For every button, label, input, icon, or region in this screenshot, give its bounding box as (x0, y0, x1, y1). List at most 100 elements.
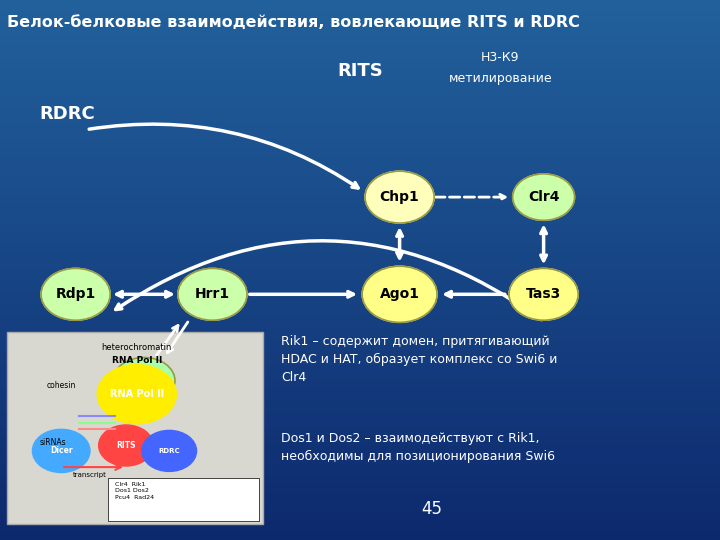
Bar (0, 259, 720, 262)
Bar (0, 138, 720, 140)
Text: cohesin: cohesin (47, 381, 76, 390)
Bar (0, 364, 720, 367)
FancyBboxPatch shape (7, 332, 263, 524)
Bar (0, 105, 720, 108)
Text: Белок-белковые взаимодействия, вовлекающие RITS и RDRC: Белок-белковые взаимодействия, вовлекающ… (7, 15, 580, 30)
Bar (0, 251, 720, 254)
Bar (0, 256, 720, 259)
Bar (0, 529, 720, 532)
Bar (0, 516, 720, 518)
Bar (0, 513, 720, 516)
Bar (0, 189, 720, 192)
Text: RITS: RITS (116, 441, 136, 450)
Text: RNA Pol II: RNA Pol II (112, 356, 162, 366)
Bar (0, 489, 720, 491)
Bar (0, 324, 720, 327)
Bar (0, 19, 720, 22)
Bar (0, 408, 720, 410)
Bar (0, 14, 720, 16)
Bar (0, 505, 720, 508)
Bar (0, 197, 720, 200)
Bar (0, 446, 720, 448)
Bar (0, 275, 720, 278)
Bar (0, 132, 720, 135)
Bar (0, 491, 720, 494)
Text: Rik1 – содержит домен, притягивающий
HDAC и HAT, образует комплекс со Swi6 и
Clr: Rik1 – содержит домен, притягивающий HDA… (281, 335, 557, 384)
Bar (0, 43, 720, 46)
Bar (0, 448, 720, 451)
Circle shape (365, 171, 434, 223)
Bar (0, 500, 720, 502)
Bar (0, 238, 720, 240)
Bar (0, 127, 720, 130)
Bar (0, 273, 720, 275)
Bar (0, 289, 720, 292)
Bar (0, 22, 720, 24)
Bar (0, 362, 720, 364)
Bar (0, 219, 720, 221)
Bar (0, 97, 720, 100)
Bar (0, 167, 720, 170)
Bar (0, 124, 720, 127)
Bar (0, 84, 720, 86)
Bar (0, 267, 720, 270)
Bar (0, 462, 720, 464)
Bar (0, 243, 720, 246)
Bar (0, 329, 720, 332)
Bar (0, 32, 720, 35)
Text: Clr4: Clr4 (528, 190, 559, 204)
Bar (0, 472, 720, 475)
Bar (0, 8, 720, 11)
Bar (0, 143, 720, 146)
Bar (0, 254, 720, 256)
Bar (0, 159, 720, 162)
Bar (0, 221, 720, 224)
Bar (0, 335, 720, 338)
Bar (0, 346, 720, 348)
Circle shape (32, 429, 90, 472)
Bar (0, 508, 720, 510)
Bar (0, 59, 720, 62)
Bar (0, 435, 720, 437)
Bar (0, 246, 720, 248)
Bar (0, 310, 720, 313)
Bar (0, 510, 720, 513)
Bar (0, 356, 720, 359)
Bar (0, 162, 720, 165)
Bar (0, 464, 720, 467)
Text: Rdp1: Rdp1 (55, 287, 96, 301)
Bar (0, 89, 720, 92)
Bar (0, 111, 720, 113)
Bar (0, 456, 720, 459)
Bar (0, 437, 720, 440)
Circle shape (142, 430, 197, 471)
Circle shape (513, 174, 575, 220)
Bar (0, 24, 720, 27)
Text: Dos1 и Dos2 – взаимодействуют с Rik1,
необходимы для позиционирования Swi6: Dos1 и Dos2 – взаимодействуют с Rik1, не… (281, 432, 555, 463)
Bar (0, 108, 720, 111)
Circle shape (113, 357, 175, 404)
Bar (0, 248, 720, 251)
Bar (0, 524, 720, 526)
Bar (0, 140, 720, 143)
Bar (0, 151, 720, 154)
Bar (0, 224, 720, 227)
Bar (0, 202, 720, 205)
Bar (0, 427, 720, 429)
Bar (0, 122, 720, 124)
Bar (0, 367, 720, 370)
Bar (0, 340, 720, 343)
Bar (0, 81, 720, 84)
Text: transcript: transcript (73, 472, 107, 478)
Bar (0, 157, 720, 159)
Text: метилирование: метилирование (449, 72, 552, 85)
Bar (0, 338, 720, 340)
Bar (0, 51, 720, 54)
Bar (0, 130, 720, 132)
Bar (0, 397, 720, 400)
Bar (0, 170, 720, 173)
Bar (0, 483, 720, 486)
Circle shape (99, 425, 153, 466)
Bar (0, 373, 720, 375)
Bar (0, 16, 720, 19)
